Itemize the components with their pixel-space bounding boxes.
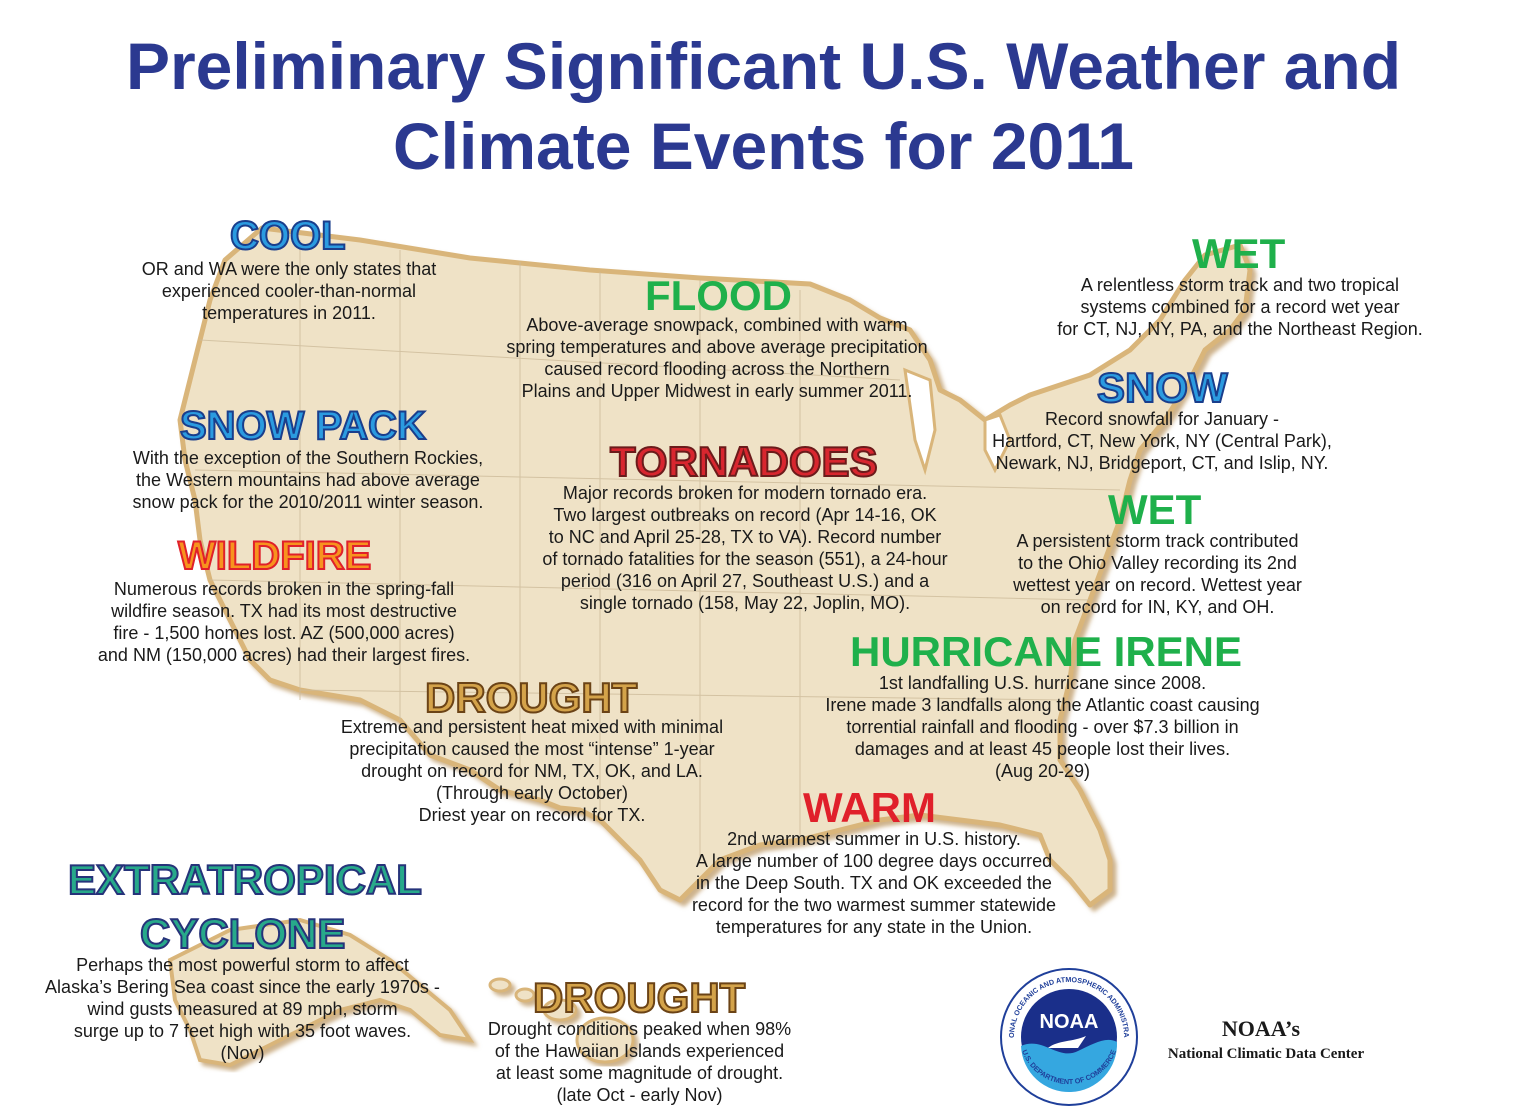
snow-heading: SNOW: [1096, 363, 1229, 412]
wet-northeast-heading: WET: [1192, 230, 1286, 277]
ncdc-line2: National Climatic Data Center: [1167, 1046, 1365, 1062]
warm-text: 2nd warmest summer in U.S. history. A la…: [691, 829, 1057, 937]
page-title-line2: Climate Events for 2011: [392, 109, 1135, 183]
state-lines: [194, 240, 1121, 860]
page-title-line1: Preliminary Significant U.S. Weather and: [125, 29, 1402, 103]
great-lakes: [903, 367, 937, 476]
cool-heading: COOL: [229, 213, 347, 259]
extratropical-text: Perhaps the most powerful storm to affec…: [45, 955, 440, 1063]
extratropical-heading-line1: EXTRATROPICAL: [67, 855, 423, 904]
drought-hawaii-heading: DROUGHT: [532, 973, 746, 1022]
drought-south-heading: DROUGHT: [424, 673, 638, 722]
alaska-shape: [167, 917, 475, 1068]
wet-ohio-heading: WET: [1108, 486, 1202, 533]
snow-text: Record snowfall for January - Hartford, …: [992, 409, 1332, 473]
noaa-logo: NOAA NATIONAL OCEANIC AND ATMOSPHERIC AD…: [995, 959, 1140, 1108]
cool-text: OR and WA were the only states that expe…: [141, 259, 437, 323]
snow-pack-text: With the exception of the Southern Rocki…: [132, 448, 484, 512]
hurricane-irene-heading: HURRICANE IRENE: [850, 628, 1243, 675]
snow-pack-heading: SNOW PACK: [179, 403, 427, 449]
warm-heading: WARM: [803, 784, 936, 831]
wildfire-text: Numerous records broken in the spring-fa…: [97, 579, 471, 665]
extratropical-heading-line2: CYCLONE: [139, 909, 346, 958]
noaa-logo-text: NOAA: [1040, 1011, 1099, 1033]
drought-south-text: Extreme and persistent heat mixed with m…: [340, 717, 724, 825]
flood-heading: FLOOD: [645, 272, 792, 319]
hawaii-shapes: [488, 977, 635, 1064]
contiguous-us-shape: [177, 225, 1253, 908]
tornadoes-text: Major records broken for modern tornado …: [542, 483, 948, 613]
tornadoes-heading: TORNADOES: [609, 437, 879, 486]
wet-ohio-text: A persistent storm track contributed to …: [1013, 531, 1302, 617]
drought-hawaii-text: Drought conditions peaked when 98% of th…: [487, 1019, 792, 1105]
hurricane-irene-text: 1st landfalling U.S. hurricane since 200…: [825, 673, 1260, 781]
wet-northeast-text: A relentless storm track and two tropica…: [1057, 275, 1423, 339]
ncdc-line1: NOAA’s: [1221, 1016, 1301, 1041]
flood-text: Above-average snowpack, combined with wa…: [506, 315, 928, 401]
wildfire-heading: WILDFIRE: [177, 533, 372, 579]
